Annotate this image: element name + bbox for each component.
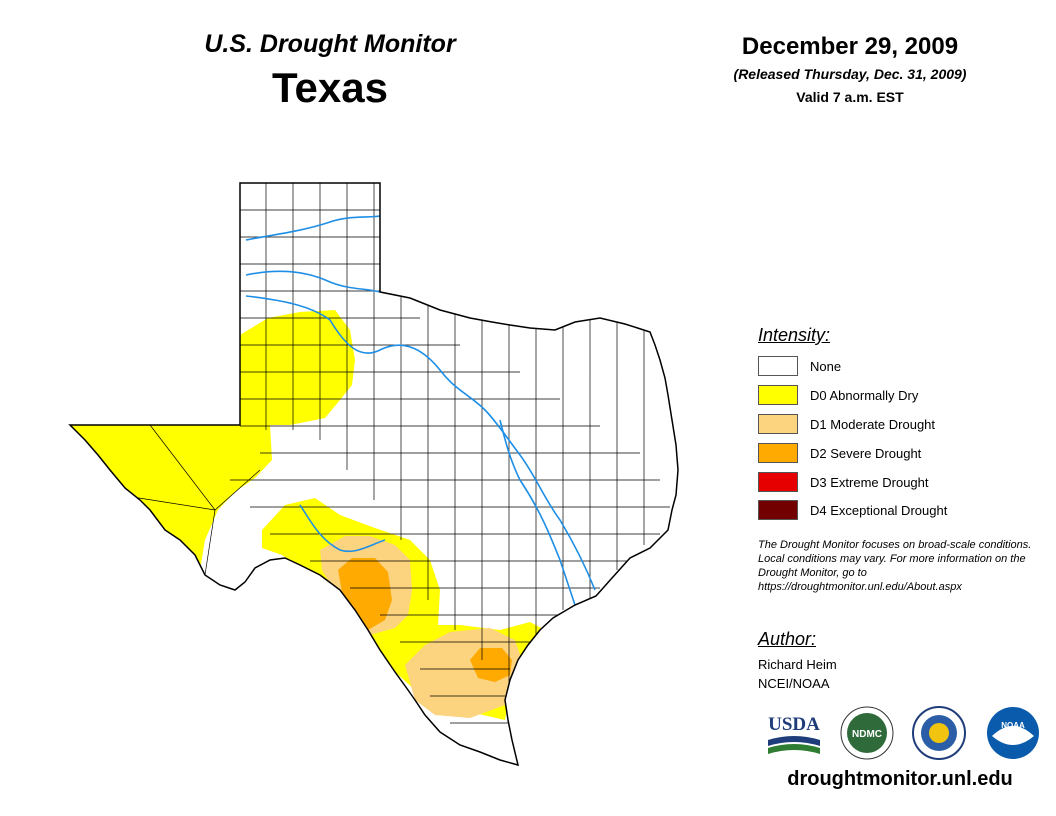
d2-coastal-area xyxy=(470,648,512,682)
valid-time: Valid 7 a.m. EST xyxy=(796,89,904,105)
legend-item-none: None xyxy=(758,356,841,376)
noaa-logo: NOAA xyxy=(987,707,1039,759)
legend-label: None xyxy=(810,358,842,374)
ndmc-logo-text: NDMC xyxy=(852,729,882,740)
legend-item-d1: D1 Moderate Drought xyxy=(758,414,935,434)
legend-title: Intensity: xyxy=(758,325,831,345)
state-name: Texas xyxy=(272,64,388,111)
author-org: NCEI/NOAA xyxy=(758,676,830,691)
d0-panhandle-area xyxy=(240,310,355,425)
noaa-logo-text: NOAA xyxy=(1001,721,1025,730)
county-boundaries xyxy=(119,183,670,724)
legend-item-d0: D0 Abnormally Dry xyxy=(758,385,918,405)
usda-logo: USDA xyxy=(768,714,820,754)
legend-item-d2: D2 Severe Drought xyxy=(758,443,921,463)
legend-label: D4 Exceptional Drought xyxy=(810,502,948,518)
author-title: Author: xyxy=(758,629,817,649)
legend-label: D1 Moderate Drought xyxy=(810,416,936,432)
site-url-link[interactable]: droughtmonitor.unl.edu xyxy=(787,768,1013,790)
legend-swatch xyxy=(758,356,798,376)
texas-border xyxy=(68,182,679,767)
legend-label: D0 Abnormally Dry xyxy=(810,387,919,403)
release-note: (Released Thursday, Dec. 31, 2009) xyxy=(733,66,967,82)
d0-trans-pecos-area xyxy=(70,425,272,570)
monitor-title: U.S. Drought Monitor xyxy=(204,30,456,58)
legend-item-d4: D4 Exceptional Drought xyxy=(758,500,947,520)
ndmc-logo: NDMC xyxy=(840,706,894,760)
texas-drought-map xyxy=(68,182,679,767)
commerce-seal-logo xyxy=(912,706,966,760)
d2-hill-country-area xyxy=(338,558,392,630)
legend-swatch xyxy=(758,414,798,434)
legend-label: D2 Severe Drought xyxy=(810,445,922,461)
author-name: Richard Heim xyxy=(758,657,837,672)
map-date: December 29, 2009 xyxy=(741,33,959,60)
legend-swatch xyxy=(758,500,798,520)
disclaimer-text: The Drought Monitor focuses on broad-sca… xyxy=(758,539,1032,593)
legend-swatch xyxy=(758,472,798,492)
legend-swatch xyxy=(758,443,798,463)
legend-swatch xyxy=(758,385,798,405)
rivers xyxy=(245,215,596,606)
legend-label: D3 Extreme Drought xyxy=(810,474,929,490)
usda-logo-text: USDA xyxy=(768,714,820,735)
legend-item-d3: D3 Extreme Drought xyxy=(758,472,929,492)
